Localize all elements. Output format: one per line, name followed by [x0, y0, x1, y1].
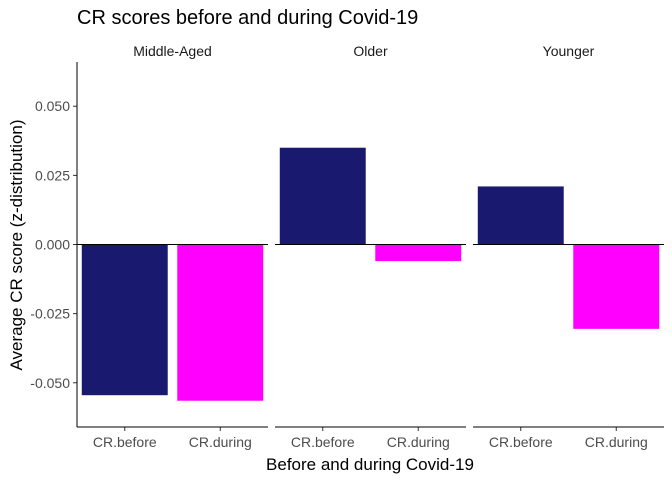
facet-strip-label: Older: [353, 43, 388, 59]
x-tick-label: CR.before: [93, 434, 157, 450]
y-tick-label: 0.000: [35, 237, 70, 253]
bar-cr-before: [477, 186, 564, 245]
facet-strip-label: Middle-Aged: [133, 43, 212, 59]
y-tick-label: -0.025: [30, 306, 70, 322]
y-tick-label: -0.050: [30, 375, 70, 391]
facet-strip-label: Younger: [543, 43, 595, 59]
x-axis-title: Before and during Covid-19: [266, 455, 474, 474]
y-tick-label: 0.025: [35, 167, 70, 183]
bar-cr-during: [573, 244, 660, 329]
plot-area: -0.050 -0.025 0.000 0.025 0.050 Middle-Aged CR…: [30, 43, 664, 450]
bar-cr-during: [375, 244, 462, 262]
x-tick-label: CR.before: [291, 434, 355, 450]
x-tick-label: CR.before: [489, 434, 553, 450]
y-tick-label: 0.050: [35, 98, 70, 114]
x-tick-label: CR.during: [189, 434, 252, 450]
bar-cr-before: [81, 244, 168, 396]
x-tick-label: CR.during: [387, 434, 450, 450]
y-axis-title: Average CR score (z-distribution): [7, 120, 26, 371]
bar-cr-before: [279, 147, 366, 245]
bar-cr-during: [177, 244, 264, 401]
chart-title: CR scores before and during Covid-19: [77, 7, 418, 29]
x-tick-label: CR.during: [585, 434, 648, 450]
